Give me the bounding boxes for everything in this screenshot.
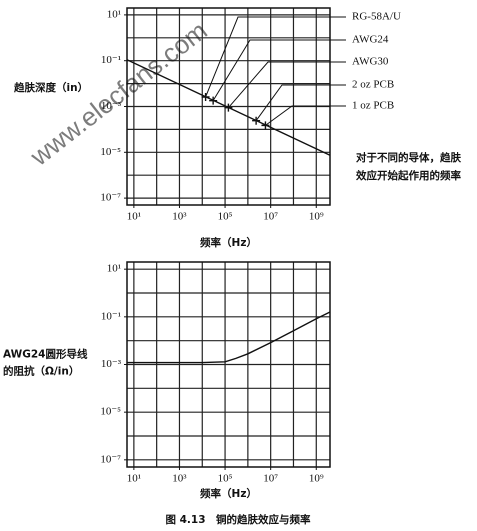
annotation-label: RG-58A/U xyxy=(352,11,401,23)
y-tick-label: 10⁻¹ xyxy=(101,310,121,322)
y-tick-label: 10⁻⁵ xyxy=(100,406,121,418)
data-line xyxy=(127,311,331,364)
x-axis-label: 频率（Hz） xyxy=(200,487,257,500)
x-tick-label: 10⁵ xyxy=(218,473,233,485)
y-tick-label: 10⁻³ xyxy=(101,100,122,112)
leader-line xyxy=(265,105,346,126)
x-tick-label: 10⁷ xyxy=(263,211,278,223)
leader-line xyxy=(228,61,346,108)
y-tick-label: 10⁻⁷ xyxy=(100,192,121,204)
marker-cross xyxy=(201,92,210,101)
annotation-label: 1 oz PCB xyxy=(352,100,394,112)
leader-line xyxy=(205,16,346,98)
y-tick-label: 10⁻¹ xyxy=(101,54,121,66)
y-axis-label: 的阻抗（Ω/in） xyxy=(3,365,79,378)
x-tick-label: 10⁹ xyxy=(309,211,324,223)
x-tick-label: 10³ xyxy=(172,473,187,485)
y-axis-label: 趋肤深度（in） xyxy=(14,81,88,94)
leader-line xyxy=(255,84,346,121)
marker-cross xyxy=(252,116,261,125)
marker-cross xyxy=(261,121,270,130)
caption: 图 4.13 铜的趋肤效应与频率 xyxy=(165,513,311,526)
x-tick-label: 10⁵ xyxy=(218,211,233,223)
x-tick-label: 10⁹ xyxy=(309,473,324,485)
marker-cross xyxy=(209,96,218,105)
y-axis-label: AWG24圆形导线 xyxy=(3,348,88,361)
annotation-label: AWG30 xyxy=(352,56,389,68)
y-tick-label: 10¹ xyxy=(107,8,121,20)
x-tick-label: 10³ xyxy=(172,211,187,223)
x-tick-label: 10¹ xyxy=(127,473,141,485)
annotation-label: AWG24 xyxy=(352,34,389,46)
note: 效应开始起作用的频率 xyxy=(356,169,461,182)
annotation-label: 2 oz PCB xyxy=(352,79,394,91)
y-tick-label: 10⁻⁵ xyxy=(100,146,121,158)
y-tick-label: 10¹ xyxy=(107,263,121,275)
leader-line xyxy=(212,39,346,101)
x-tick-label: 10⁷ xyxy=(263,473,278,485)
y-tick-label: 10⁻³ xyxy=(101,358,122,370)
note: 对于不同的导体，趋肤 xyxy=(356,151,461,164)
y-tick-label: 10⁻⁷ xyxy=(100,453,121,465)
x-axis-label: 频率（Hz） xyxy=(200,236,257,249)
marker-cross xyxy=(224,103,233,112)
x-tick-label: 10¹ xyxy=(127,211,141,223)
